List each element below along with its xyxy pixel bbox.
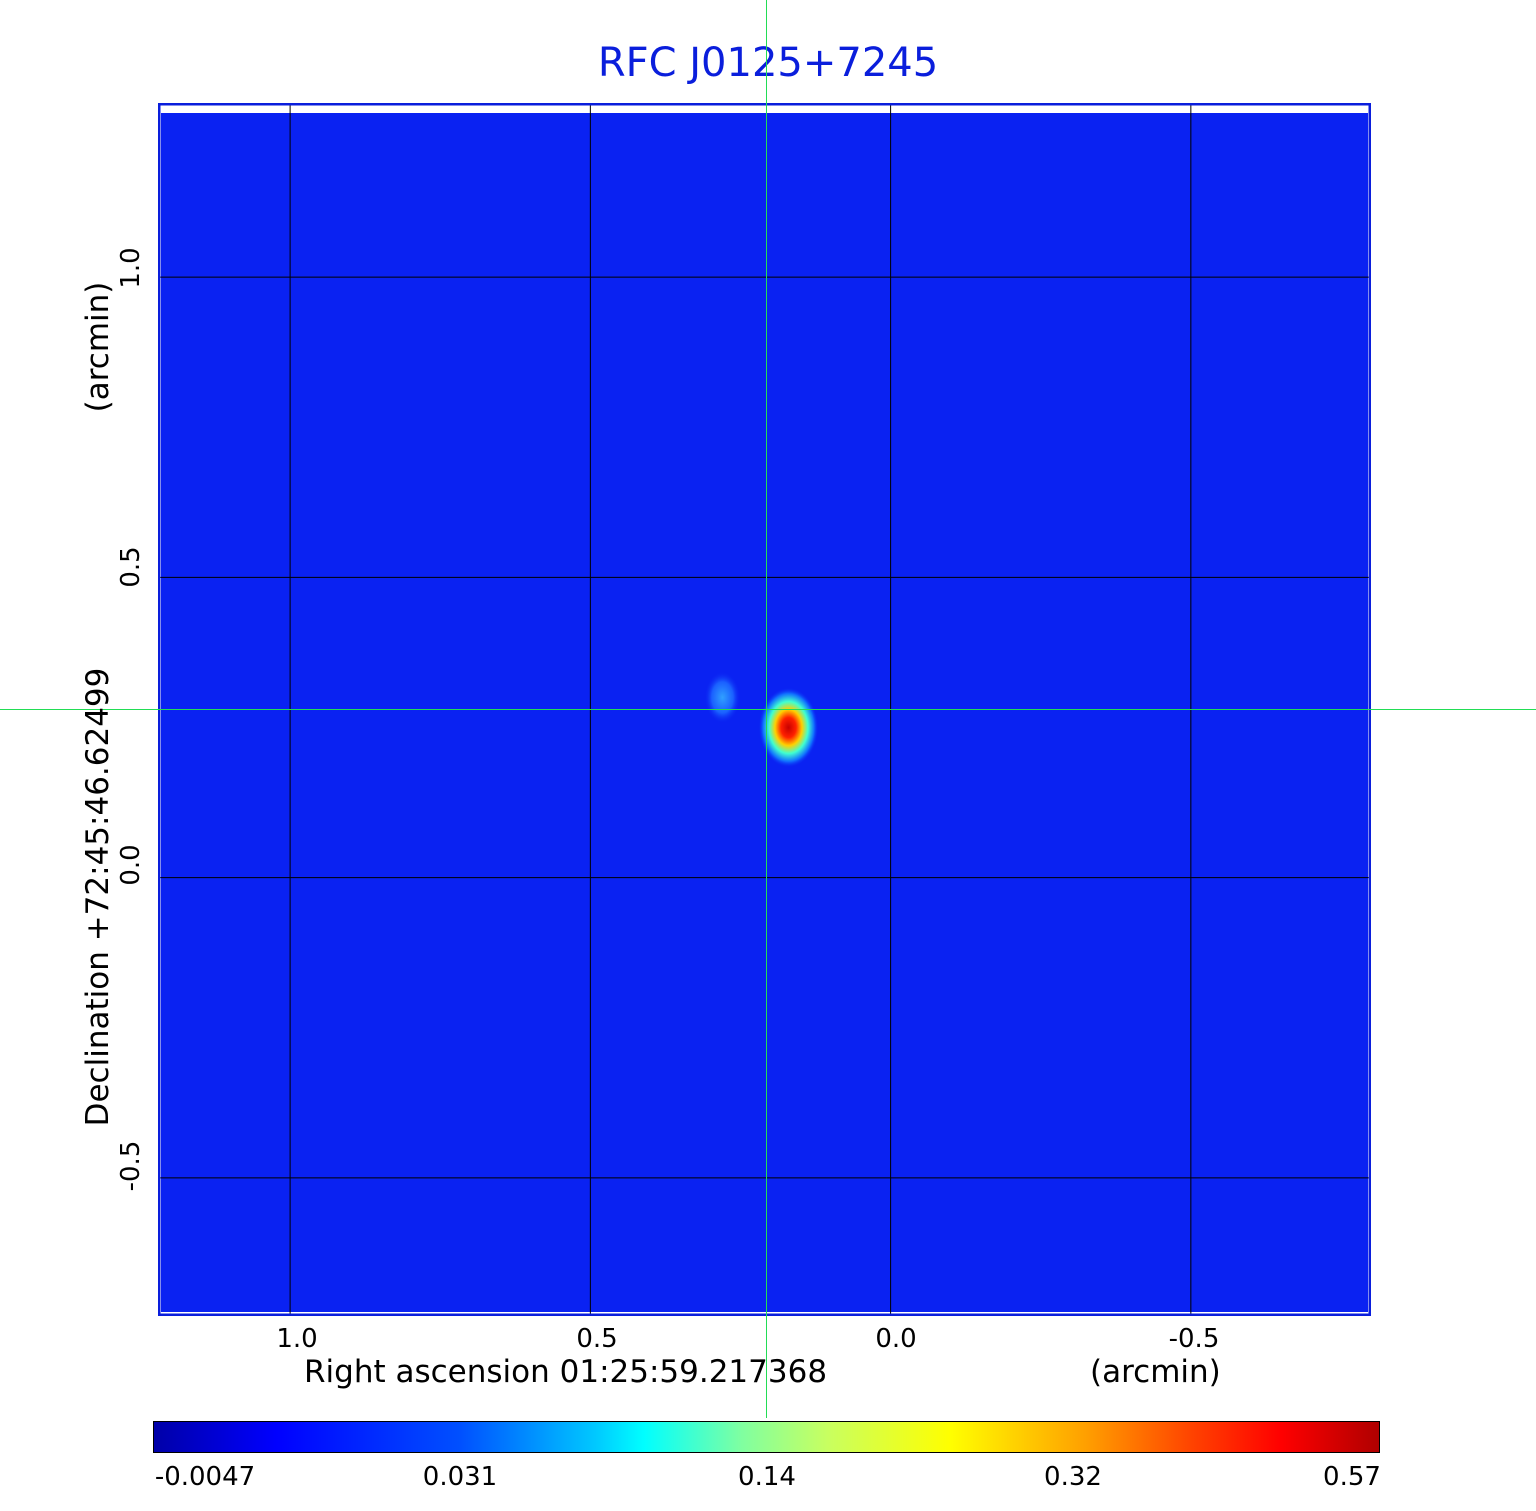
- x-tick-label: 0.5: [576, 1324, 618, 1354]
- x-tick-label: 1.0: [276, 1324, 318, 1354]
- colorbar: [153, 1421, 1380, 1453]
- colorbar-tick-label: 0.57: [1323, 1462, 1381, 1492]
- x-axis-unit: (arcmin): [1090, 1354, 1221, 1390]
- source-secondary: [704, 671, 741, 724]
- colorbar-tick-label: 0.031: [422, 1462, 498, 1492]
- source-peak: [758, 687, 819, 768]
- colorbar-tick-label: 0.14: [738, 1462, 796, 1492]
- y-axis-label: Declination +72:45:46.62499: [80, 667, 116, 1127]
- y-tick-label: -0.5: [116, 1140, 146, 1192]
- x-tick-label: 0.0: [875, 1324, 917, 1354]
- x-axis-label: Right ascension 01:25:59.217368: [304, 1354, 828, 1390]
- chart-title: RFC J0125+7245: [597, 40, 939, 86]
- y-tick-label: 0.5: [116, 546, 146, 588]
- colorbar-tick-label: 0.32: [1044, 1462, 1102, 1492]
- crosshair-horizontal: [0, 709, 1536, 710]
- colorbar-tick-label: -0.0047: [154, 1462, 256, 1492]
- y-axis-unit: (arcmin): [80, 281, 116, 413]
- image-features: [704, 671, 819, 768]
- x-tick-label: -0.5: [1168, 1324, 1220, 1354]
- plot-area: [158, 103, 1371, 1316]
- y-tick-label: 0.0: [116, 844, 146, 886]
- y-tick-label: 1.0: [116, 247, 146, 289]
